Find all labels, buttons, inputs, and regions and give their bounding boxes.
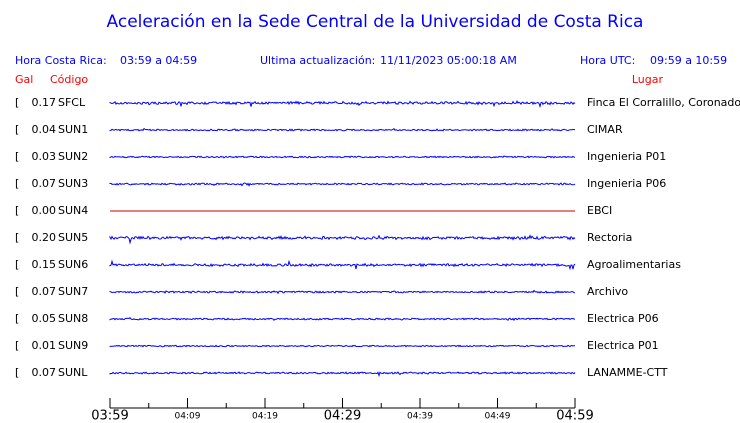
- station-code: SUN6: [58, 258, 88, 271]
- station-code: SUN3: [58, 177, 88, 190]
- time-label: 04:19: [252, 412, 278, 422]
- station-code: SUNL: [58, 366, 88, 379]
- waveform: [109, 182, 576, 187]
- bracket: [: [15, 204, 19, 217]
- gal-header: Gal: [15, 73, 33, 86]
- time-label: 04:39: [407, 412, 433, 422]
- place-header: Lugar: [632, 73, 664, 86]
- station-place: Ingenieria P06: [587, 177, 666, 190]
- time-label: 04:09: [175, 412, 201, 422]
- gal-value: 0.00: [32, 204, 57, 217]
- bracket: [: [15, 312, 19, 325]
- time-label: 03:59: [91, 409, 128, 423]
- utc-range: 09:59 a 10:59: [650, 54, 727, 67]
- station-place: EBCI: [587, 204, 612, 217]
- bracket: [: [15, 96, 19, 109]
- bracket: [: [15, 258, 19, 271]
- gal-value: 0.05: [32, 312, 57, 325]
- waveform: [109, 371, 576, 378]
- gal-value: 0.03: [32, 150, 57, 163]
- waveform: [109, 344, 576, 348]
- station-place: Agroalimentarias: [587, 258, 681, 271]
- bracket: [: [15, 123, 19, 136]
- local-label: Hora Costa Rica:: [15, 54, 107, 67]
- waveform: [109, 127, 576, 132]
- station-code: SUN8: [58, 312, 88, 325]
- station-place: Rectoria: [587, 231, 632, 244]
- bracket: [: [15, 285, 19, 298]
- station-place: CIMAR: [587, 123, 623, 136]
- gal-value: 0.17: [32, 96, 57, 109]
- station-place: Electrica P01: [587, 339, 659, 352]
- gal-value: 0.15: [32, 258, 57, 271]
- waveform: [109, 289, 576, 295]
- waveform: [109, 259, 576, 271]
- waveform: [109, 234, 576, 245]
- update-label: Ultima actualización:: [260, 54, 375, 67]
- station-place: Electrica P06: [587, 312, 659, 325]
- station-code: SUN7: [58, 285, 88, 298]
- gal-value: 0.01: [32, 339, 57, 352]
- title: Aceleración en la Sede Central de la Uni…: [107, 12, 644, 32]
- bracket: [: [15, 150, 19, 163]
- waveform: [109, 99, 576, 109]
- gal-value: 0.20: [32, 231, 57, 244]
- time-label: 04:59: [556, 409, 593, 423]
- station-code: SUN1: [58, 123, 88, 136]
- gal-value: 0.07: [32, 366, 57, 379]
- local-range: 03:59 a 04:59: [120, 54, 197, 67]
- waveform: [109, 316, 575, 322]
- waveform: [109, 155, 576, 159]
- time-label: 04:29: [324, 409, 361, 423]
- gal-value: 0.04: [32, 123, 57, 136]
- time-label: 04:49: [485, 412, 511, 422]
- bracket: [: [15, 231, 19, 244]
- bracket: [: [15, 366, 19, 379]
- utc-label: Hora UTC:: [580, 54, 635, 67]
- bracket: [: [15, 177, 19, 190]
- station-code: SFCL: [58, 96, 86, 109]
- station-code: SUN5: [58, 231, 88, 244]
- station-place: Archivo: [587, 285, 628, 298]
- code-header: Código: [50, 73, 88, 86]
- station-code: SUN9: [58, 339, 88, 352]
- station-code: SUN2: [58, 150, 88, 163]
- bracket: [: [15, 339, 19, 352]
- gal-value: 0.07: [32, 177, 57, 190]
- gal-value: 0.07: [32, 285, 57, 298]
- station-code: SUN4: [58, 204, 88, 217]
- update-time: 11/11/2023 05:00:18 AM: [380, 54, 517, 67]
- station-place: Ingenieria P01: [587, 150, 666, 163]
- station-place: Finca El Corralillo, Coronado: [587, 96, 740, 109]
- station-place: LANAMME-CTT: [587, 366, 668, 379]
